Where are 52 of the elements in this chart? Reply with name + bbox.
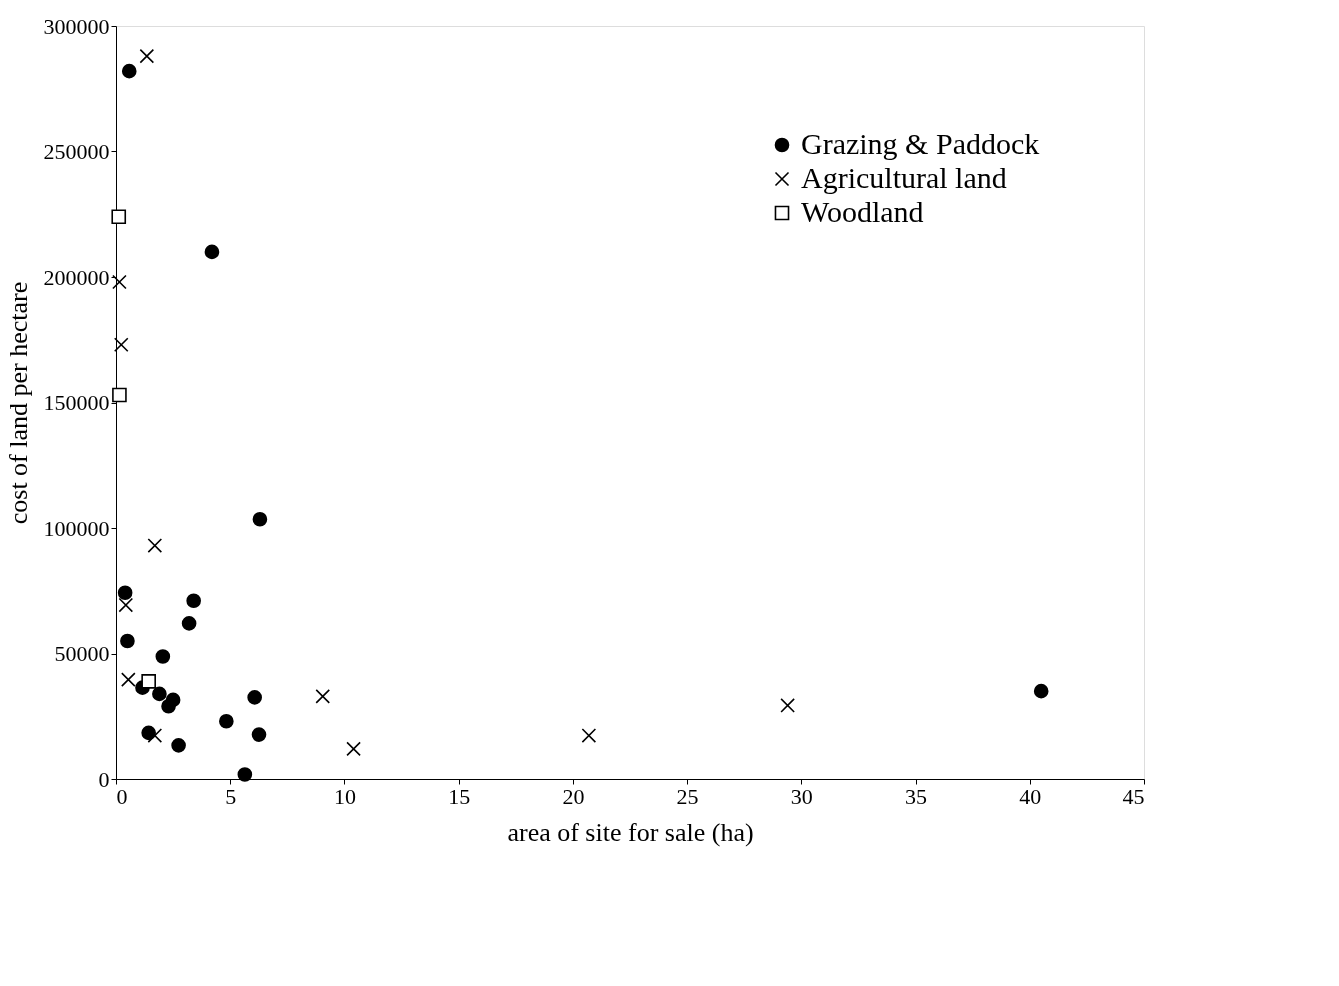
point: [1033, 683, 1049, 699]
x-tick-label: 15: [448, 783, 471, 809]
legend-label: Grazing & Paddock: [801, 127, 1040, 160]
legend-label: Agricultural land: [801, 161, 1007, 194]
y-tick-label: 300000: [43, 13, 110, 39]
point: [112, 387, 127, 403]
x-tick-label: 45: [1122, 783, 1145, 809]
point: [581, 728, 597, 743]
y-tick-label: 50000: [54, 641, 110, 666]
point: [112, 274, 127, 290]
point: [147, 538, 163, 553]
point: [219, 713, 234, 729]
y-axis-title: cost of land per hectare: [3, 281, 33, 525]
point: [186, 593, 201, 609]
point: [346, 741, 361, 757]
point: [252, 511, 268, 527]
point: [118, 597, 134, 613]
point: [315, 689, 331, 704]
x-tick-label: 0: [116, 783, 128, 809]
point: [161, 698, 176, 714]
point: [113, 337, 129, 353]
point: [251, 727, 267, 742]
point: [155, 649, 171, 664]
y-tick-label: 200000: [43, 264, 110, 290]
x-axis-title: area of site for sale (ha): [507, 817, 754, 847]
y-tick-label: 150000: [43, 390, 110, 415]
point: [111, 209, 127, 225]
point: [121, 63, 137, 79]
x-tick-label: 40: [1019, 783, 1042, 809]
x-tick-label: 35: [905, 783, 928, 809]
point: [780, 698, 795, 713]
x-tick-label: 25: [676, 783, 699, 809]
y-tick-label: 0: [98, 766, 110, 792]
point: [204, 244, 220, 260]
point: [237, 767, 253, 782]
point: [120, 633, 135, 649]
x-tick-label: 10: [333, 783, 356, 809]
y-tick-label: 100000: [43, 515, 110, 541]
point: [247, 690, 262, 705]
point: [117, 585, 133, 601]
y-tick-label: 250000: [43, 139, 110, 164]
x-tick-label: 20: [562, 783, 585, 809]
x-tick-label: 30: [790, 783, 813, 809]
x-tick-label: 5: [225, 783, 237, 809]
point: [152, 686, 167, 702]
point: [121, 672, 136, 687]
point: [141, 674, 156, 689]
point: [139, 48, 155, 64]
point: [181, 616, 197, 631]
legend-label: Woodland: [801, 195, 924, 228]
point: [171, 738, 186, 753]
point: [147, 728, 163, 743]
